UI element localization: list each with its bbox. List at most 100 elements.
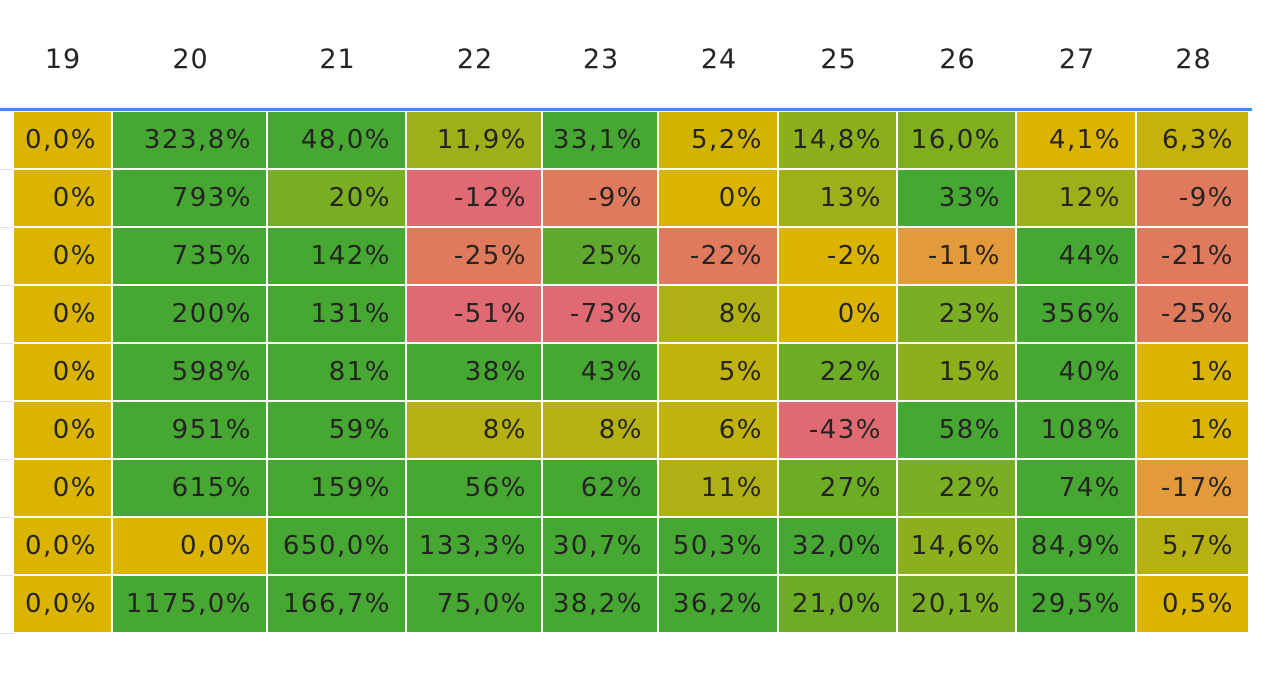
heatmap-cell[interactable]: 1175,0% (113, 576, 266, 632)
heatmap-cell[interactable]: 22% (779, 344, 896, 400)
heatmap-cell[interactable]: 38,2% (543, 576, 657, 632)
heatmap-cell[interactable]: 81% (268, 344, 405, 400)
heatmap-cell[interactable]: 33% (898, 170, 1015, 226)
heatmap-cell[interactable]: 0% (14, 170, 111, 226)
heatmap-cell[interactable]: 323,8% (113, 112, 266, 168)
heatmap-cell[interactable]: 11% (659, 460, 777, 516)
heatmap-cell[interactable]: 8% (407, 402, 541, 458)
heatmap-cell[interactable]: 8% (659, 286, 777, 342)
heatmap-cell[interactable]: 14,6% (898, 518, 1015, 574)
heatmap-cell[interactable]: 0,0% (113, 518, 266, 574)
heatmap-cell[interactable]: 0,0% (14, 576, 111, 632)
heatmap-cell[interactable]: 20,1% (898, 576, 1015, 632)
heatmap-cell[interactable]: 16,0% (898, 112, 1015, 168)
heatmap-cell[interactable]: -9% (1137, 170, 1248, 226)
heatmap-cell[interactable]: -21% (1137, 228, 1248, 284)
heatmap-cell[interactable]: 5,2% (659, 112, 777, 168)
heatmap-cell[interactable]: 40% (1017, 344, 1135, 400)
column-header-25[interactable]: 25 (820, 44, 857, 75)
heatmap-cell[interactable]: 735% (113, 228, 266, 284)
heatmap-cell[interactable]: 21,0% (779, 576, 896, 632)
heatmap-cell[interactable]: -2% (779, 228, 896, 284)
heatmap-cell[interactable]: 793% (113, 170, 266, 226)
heatmap-cell[interactable]: 75,0% (407, 576, 541, 632)
heatmap-cell[interactable]: 23% (898, 286, 1015, 342)
heatmap-cell[interactable]: 598% (113, 344, 266, 400)
column-header-19[interactable]: 19 (44, 44, 82, 75)
heatmap-cell[interactable]: 36,2% (659, 576, 777, 632)
heatmap-cell[interactable]: 0% (14, 460, 111, 516)
heatmap-cell[interactable]: 1% (1137, 344, 1248, 400)
heatmap-cell[interactable]: -12% (407, 170, 541, 226)
heatmap-cell[interactable]: 133,3% (407, 518, 541, 574)
heatmap-cell[interactable]: 142% (268, 228, 405, 284)
heatmap-cell[interactable]: -25% (407, 228, 541, 284)
heatmap-cell[interactable]: 12% (1017, 170, 1135, 226)
heatmap-cell[interactable]: 159% (268, 460, 405, 516)
heatmap-cell[interactable]: 15% (898, 344, 1015, 400)
column-header-20[interactable]: 20 (172, 44, 209, 75)
heatmap-cell[interactable]: 44% (1017, 228, 1135, 284)
heatmap-cell[interactable]: 356% (1017, 286, 1135, 342)
heatmap-cell[interactable]: 58% (898, 402, 1015, 458)
heatmap-cell[interactable]: 8% (543, 402, 657, 458)
column-header-28[interactable]: 28 (1175, 44, 1212, 75)
heatmap-cell[interactable]: 0,0% (14, 518, 111, 574)
heatmap-cell[interactable]: 62% (543, 460, 657, 516)
heatmap-cell[interactable]: 30,7% (543, 518, 657, 574)
heatmap-cell[interactable]: 6% (659, 402, 777, 458)
heatmap-cell[interactable]: 74% (1017, 460, 1135, 516)
heatmap-cell[interactable]: -11% (898, 228, 1015, 284)
heatmap-cell[interactable]: 20% (268, 170, 405, 226)
heatmap-cell[interactable]: 0,5% (1137, 576, 1248, 632)
heatmap-cell[interactable]: 615% (113, 460, 266, 516)
heatmap-cell[interactable]: 4,1% (1017, 112, 1135, 168)
heatmap-cell[interactable]: 200% (113, 286, 266, 342)
heatmap-cell[interactable]: 6,3% (1137, 112, 1248, 168)
heatmap-cell[interactable]: -17% (1137, 460, 1248, 516)
heatmap-cell[interactable]: 25% (543, 228, 657, 284)
column-header-21[interactable]: 21 (319, 44, 356, 75)
column-header-23[interactable]: 23 (582, 44, 620, 75)
heatmap-cell[interactable]: -51% (407, 286, 541, 342)
heatmap-cell[interactable]: 0% (14, 402, 111, 458)
heatmap-cell[interactable]: 84,9% (1017, 518, 1135, 574)
heatmap-cell[interactable]: -73% (543, 286, 657, 342)
heatmap-cell[interactable]: 0% (14, 344, 111, 400)
heatmap-cell[interactable]: 5,7% (1137, 518, 1248, 574)
heatmap-cell[interactable]: 33,1% (543, 112, 657, 168)
column-header-22[interactable]: 22 (456, 44, 494, 75)
heatmap-cell[interactable]: -25% (1137, 286, 1248, 342)
heatmap-cell[interactable]: 32,0% (779, 518, 896, 574)
heatmap-cell[interactable]: 56% (407, 460, 541, 516)
heatmap-cell[interactable]: 1% (1137, 402, 1248, 458)
heatmap-cell[interactable]: -22% (659, 228, 777, 284)
heatmap-cell[interactable]: 650,0% (268, 518, 405, 574)
heatmap-cell[interactable]: 0% (14, 286, 111, 342)
heatmap-cell[interactable]: 22% (898, 460, 1015, 516)
heatmap-cell[interactable]: 27% (779, 460, 896, 516)
heatmap-cell[interactable]: 0% (779, 286, 896, 342)
heatmap-cell[interactable]: 13% (779, 170, 896, 226)
heatmap-cell[interactable]: 38% (407, 344, 541, 400)
heatmap-cell[interactable]: 29,5% (1017, 576, 1135, 632)
heatmap-cell[interactable]: 166,7% (268, 576, 405, 632)
heatmap-cell[interactable]: 5% (659, 344, 777, 400)
heatmap-cell[interactable]: 0% (659, 170, 777, 226)
heatmap-cell[interactable]: 108% (1017, 402, 1135, 458)
heatmap-cell[interactable]: 951% (113, 402, 266, 458)
heatmap-cell[interactable]: 59% (268, 402, 405, 458)
heatmap-cell[interactable]: -9% (543, 170, 657, 226)
heatmap-cell[interactable]: 0% (14, 228, 111, 284)
heatmap-cell[interactable]: 43% (543, 344, 657, 400)
heatmap-cell[interactable]: 0,0% (14, 112, 111, 168)
heatmap-cell[interactable]: -43% (779, 402, 896, 458)
column-header-27[interactable]: 27 (1058, 44, 1096, 75)
heatmap-cell[interactable]: 48,0% (268, 112, 405, 168)
heatmap-cell[interactable]: 14,8% (779, 112, 896, 168)
column-header-24[interactable]: 24 (700, 44, 738, 75)
column-header-26[interactable]: 26 (939, 44, 976, 75)
heatmap-cell[interactable]: 11,9% (407, 112, 541, 168)
heatmap-cell[interactable]: 50,3% (659, 518, 777, 574)
heatmap-cell[interactable]: 131% (268, 286, 405, 342)
